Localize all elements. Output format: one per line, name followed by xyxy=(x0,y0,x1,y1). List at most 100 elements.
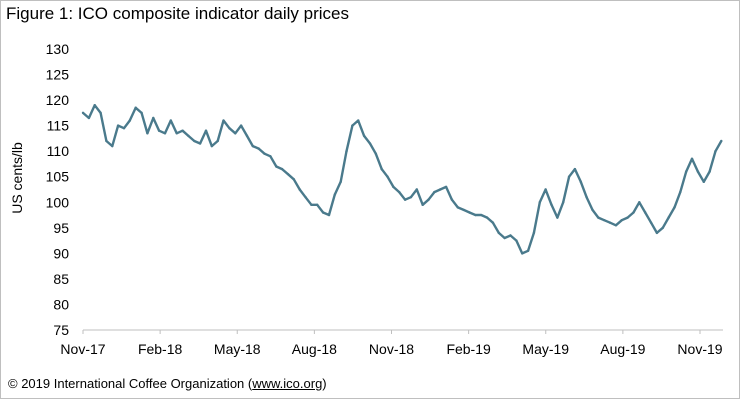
data-point xyxy=(456,206,459,209)
data-point xyxy=(667,216,670,219)
data-point xyxy=(485,216,489,219)
data-point xyxy=(403,198,407,201)
y-axis-label: US cents/lb xyxy=(9,142,25,214)
data-point xyxy=(239,124,243,127)
data-point xyxy=(603,218,606,222)
y-tick-label: 100 xyxy=(46,194,70,210)
copyright-closing: ) xyxy=(322,376,327,391)
data-point xyxy=(608,221,612,224)
data-point xyxy=(216,139,219,143)
data-point xyxy=(228,126,231,130)
data-point xyxy=(128,119,132,122)
data-point xyxy=(380,167,383,171)
data-point xyxy=(415,188,419,191)
data-point xyxy=(140,111,143,115)
y-tick-label: 75 xyxy=(53,322,69,338)
y-tick-label: 90 xyxy=(53,245,69,261)
data-point xyxy=(585,195,588,199)
data-point xyxy=(157,129,161,132)
data-point xyxy=(491,221,495,224)
data-point xyxy=(532,231,536,235)
data-point xyxy=(362,134,366,138)
x-tick-label: Nov-18 xyxy=(369,341,414,357)
x-tick-label: Aug-18 xyxy=(292,341,337,357)
y-axis-ticks: 75 80 85 90 95 100 105 110 115 120 125 130 xyxy=(46,41,70,338)
data-point xyxy=(620,218,623,222)
data-point xyxy=(87,116,91,120)
data-point xyxy=(111,144,114,148)
data-point xyxy=(509,234,512,237)
data-point xyxy=(339,180,342,184)
y-tick-label: 95 xyxy=(53,220,69,236)
data-point xyxy=(169,119,173,122)
data-point xyxy=(368,142,372,145)
data-point xyxy=(351,124,354,127)
data-point xyxy=(526,249,530,253)
data-point xyxy=(597,216,600,219)
data-point xyxy=(439,188,442,191)
data-point xyxy=(503,236,506,240)
data-point xyxy=(515,239,518,242)
data-point xyxy=(409,195,413,199)
x-tick-label: May-19 xyxy=(522,341,569,357)
data-point xyxy=(638,201,641,204)
data-point xyxy=(304,195,307,199)
data-point xyxy=(181,129,184,132)
x-tick-label: May-18 xyxy=(214,341,261,357)
data-point xyxy=(655,231,659,235)
data-point xyxy=(673,206,676,209)
data-point xyxy=(204,129,208,132)
data-point xyxy=(93,104,96,107)
x-tick-label: Nov-17 xyxy=(60,341,105,357)
data-point xyxy=(187,134,190,138)
data-point xyxy=(146,132,149,135)
data-point xyxy=(702,180,705,184)
data-point xyxy=(433,190,436,194)
data-point xyxy=(198,142,202,145)
data-point xyxy=(421,203,424,207)
ico-website-link[interactable]: www.ico.org xyxy=(252,376,323,391)
data-point xyxy=(690,157,694,161)
y-tick-label: 80 xyxy=(53,296,69,312)
data-point xyxy=(269,155,272,158)
x-tick-label: Nov-19 xyxy=(677,341,722,357)
data-point xyxy=(567,175,571,178)
data-point xyxy=(562,201,565,204)
y-tick-label: 125 xyxy=(46,67,70,83)
data-point xyxy=(175,132,178,135)
data-point xyxy=(292,178,296,181)
data-point xyxy=(245,134,249,138)
data-point xyxy=(573,167,577,171)
x-tick-label: Feb-18 xyxy=(138,341,183,357)
data-point xyxy=(544,188,547,191)
data-point xyxy=(327,213,331,217)
x-axis-ticks: Nov-17 Feb-18 May-18 Aug-18 Nov-18 Feb-19 May-… xyxy=(60,330,723,357)
data-point xyxy=(450,198,454,201)
data-point xyxy=(550,203,553,207)
data-point xyxy=(626,216,629,219)
data-point xyxy=(257,147,260,150)
data-point xyxy=(538,201,541,204)
data-point xyxy=(556,216,559,219)
y-tick-label: 105 xyxy=(46,169,70,185)
data-point xyxy=(661,226,664,230)
data-point xyxy=(286,172,290,176)
data-point xyxy=(280,167,284,171)
data-point xyxy=(345,149,348,153)
data-point xyxy=(193,139,196,143)
figure-title: Figure 1: ICO composite indicator daily … xyxy=(6,4,349,23)
data-point xyxy=(614,224,618,227)
data-point xyxy=(392,185,395,189)
data-point xyxy=(684,170,688,173)
data-point xyxy=(497,231,500,235)
data-point xyxy=(333,193,337,196)
y-tick-label: 85 xyxy=(53,271,69,287)
data-point xyxy=(679,190,682,194)
copyright-footer: © 2019 International Coffee Organization… xyxy=(8,376,327,391)
data-point xyxy=(234,132,237,135)
data-point xyxy=(427,198,430,201)
data-point xyxy=(134,106,137,109)
data-point xyxy=(210,144,214,148)
